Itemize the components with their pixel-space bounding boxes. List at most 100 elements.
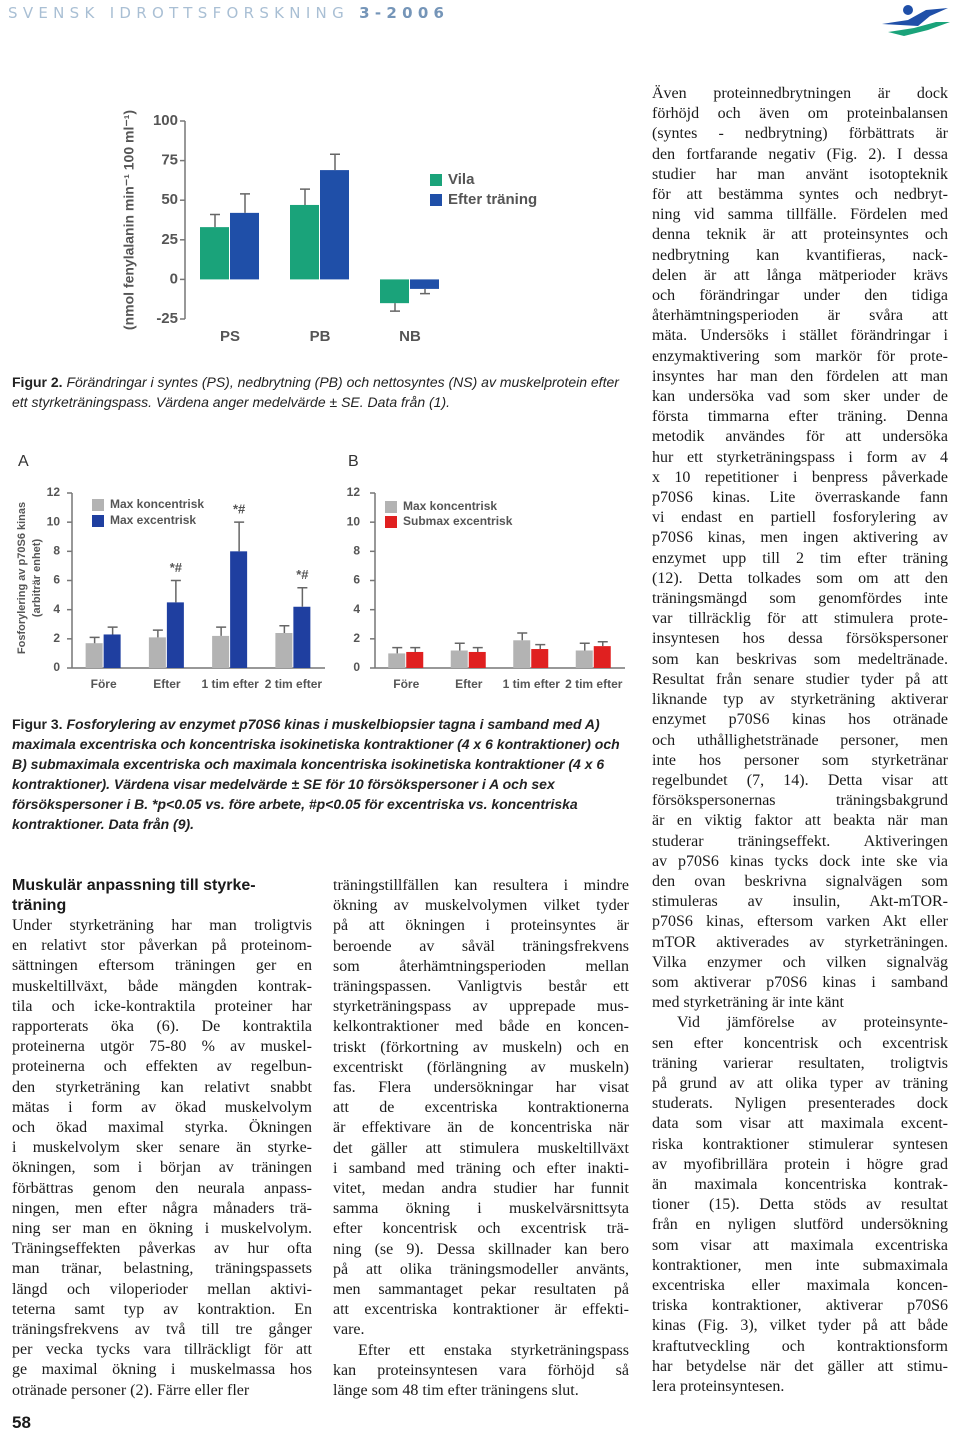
text-line: träningspassen. Vanligtvis består ett <box>333 978 629 996</box>
text-line: excentriskt (förlängning av muskeln) <box>333 1058 629 1076</box>
text-line: kan undersöka vad som sker under de <box>652 388 948 406</box>
x-tick-label: 2 tim efter <box>565 677 623 691</box>
text-line: träning varierar resultaten, troligtvis <box>652 1054 948 1072</box>
page-number: 58 <box>12 1413 31 1432</box>
text-line: metodik användes för att undersöka <box>652 428 948 446</box>
text-line: mTOR aktiverades av styrketräningen. <box>652 933 948 951</box>
text-line: än maximala koncentriska kontrak- <box>652 1175 948 1193</box>
text-line: (syntes - nedbrytning) förbättrats är <box>652 125 948 143</box>
text-line: den styrketräning kan relativt snabbt <box>12 1078 312 1096</box>
text-line: per vecka tycks vara tillräckligt för at… <box>12 1341 312 1359</box>
text-line: enzymaktivering som markör för prote- <box>652 347 948 365</box>
text-line: samma ökning i muskelvärsnittsyta <box>333 1200 629 1218</box>
text-line: sättningen eftersom träningen ger en <box>12 957 312 975</box>
text-line: Vilka enzymer och vilken signalväg <box>652 953 948 971</box>
text-line: stimuleras av insulin, Akt-mTOR- <box>652 893 948 911</box>
text-line: ge maximal ökning i muskelmassa hos <box>12 1361 312 1379</box>
error-bar <box>89 636 100 644</box>
text-line: proteinerna och effekten av regelbun- <box>12 1058 312 1076</box>
error-bar <box>454 642 465 651</box>
text-line: längd och viloperioder mellan aktivi- <box>12 1280 312 1298</box>
text-line: ningen, men efter några månaders trä- <box>12 1199 312 1217</box>
text-line: första timmarna efter träning. Denna <box>652 408 948 426</box>
text-line: studerar träningseffekt. Aktiveringen <box>652 832 948 850</box>
y-axis-label: (arbiträr enhet) <box>31 539 43 618</box>
text-line: x 10 repetitioner i benpress påverkade <box>652 468 948 486</box>
y-tick-label: 50 <box>161 191 178 208</box>
legend-swatch <box>385 501 397 513</box>
y-tick-label: 100 <box>153 112 178 129</box>
text-line: riska kontraktioner stimulerar syntesen <box>652 1135 948 1153</box>
y-tick-label: 10 <box>347 514 361 528</box>
bar <box>166 602 184 668</box>
bar <box>513 640 531 668</box>
text-line: regelbundet (7, 14). Detta visar att <box>652 771 948 789</box>
error-bar <box>420 288 430 295</box>
bar <box>450 650 468 668</box>
bar <box>290 204 319 280</box>
text-line: Resultat från senare studier tyder på at… <box>652 670 948 688</box>
text-line: ökning av muskelvolymen vilket tyder <box>333 897 629 915</box>
error-bar <box>535 643 546 650</box>
text-line: enzymet upp till 2 tim efter träning <box>652 549 948 567</box>
chart: 0 2 4 6 8 10 12 Före Efter 1 tim efter 2 tim efter… <box>347 485 625 691</box>
y-tick-label: -25 <box>156 310 178 327</box>
text-line: excentriska eller maximala koncen- <box>652 1276 948 1294</box>
text-line: förbättras genom den neurala anpass- <box>12 1179 312 1197</box>
text-line: enzymet p70S6 kinas hos otränade <box>652 711 948 729</box>
text-line: är effektivare än de koncentriska när <box>333 1119 629 1137</box>
x-tick-label: 1 tim efter <box>201 677 259 691</box>
text-line: sen efter koncentrisk och excentrisk <box>652 1034 948 1052</box>
text-line: ning ser man en ökning i muskelvolym. <box>12 1220 312 1238</box>
bar <box>85 643 103 668</box>
text-line: som kan beskrivas som medeltränade. <box>652 650 948 668</box>
y-tick-label: 12 <box>347 485 361 499</box>
text-line: det gäller att stimulera muskeltillväxt <box>333 1139 629 1157</box>
bar <box>148 637 166 668</box>
bar <box>293 606 311 668</box>
text-line: tila och icke-kontraktila proteiner har <box>12 997 312 1015</box>
text-line: muskeltillväxt, både mängden kontrak- <box>12 977 312 995</box>
text-line: förhöjd och även om proteinbalansen <box>652 105 948 123</box>
text-line: mätas i form av ökad muskelvolym <box>12 1098 312 1116</box>
text-line: insyntesen hos dessa försökspersoner <box>652 630 948 648</box>
text-line: som aktiverar p70S6 kinas i samband <box>652 973 948 991</box>
text-line: nedbrytning kan kvantifieras, nack- <box>652 246 948 264</box>
text-line: på grund av att olika typer av träning <box>652 1074 948 1092</box>
text-line: försökspersonernas träningsbakgrund <box>652 792 948 810</box>
bar <box>593 646 611 668</box>
text-line: med styrketräning är inte känt <box>652 994 844 1012</box>
bar <box>388 653 406 668</box>
bar <box>320 170 349 280</box>
text-line: efter koncentrisk och excentrisk trä- <box>333 1220 629 1238</box>
y-axis-label: Fosforylering av p70S6 kinas <box>16 502 28 654</box>
y-tick-label: 6 <box>53 573 60 587</box>
text-line: vi endast en partiell fosforylering av <box>652 509 948 527</box>
legend-swatch <box>92 515 104 527</box>
journal-name: SVENSK IDROTTSFORSKNING <box>8 4 349 22</box>
x-tick-label: Före <box>91 677 117 691</box>
text-line: som återhämtningsperioden mellan <box>333 957 629 975</box>
text-line: träningstillfällen kan resultera i mindr… <box>333 877 629 894</box>
text-line: av myofibrillära protein i högre grad <box>652 1155 948 1173</box>
text-line: kelkontraktioner med både en koncen- <box>333 1018 629 1036</box>
bar <box>380 279 409 304</box>
y-tick-label: 8 <box>53 544 60 558</box>
text-line: ökningen, som i början av träningen <box>12 1159 312 1177</box>
text-line: p70S6 kinas, eftersom varken Akt eller <box>652 913 948 931</box>
text-line: Även proteinnedbrytningen är dock <box>652 85 948 102</box>
error-bar <box>392 646 403 654</box>
text-line: denna teknik är att proteinsyntes och <box>652 226 948 244</box>
y-tick-label: 25 <box>161 231 178 248</box>
y-tick-label: 8 <box>353 544 360 558</box>
y-tick-label: 4 <box>353 602 360 616</box>
y-tick-label: 2 <box>353 631 360 645</box>
chart: 0 2 4 6 8 10 12 Fosforylering av p70S6 kinas (ar… <box>16 485 325 691</box>
annotation: *# <box>170 560 183 575</box>
logo <box>882 5 950 36</box>
text-line: p70S6 kinas, men ingen aktivering av <box>652 529 948 547</box>
text-line: att excentriska kontraktioner är effekti… <box>333 1301 629 1319</box>
text-line: från en nyligen slutförd undersökning <box>652 1216 948 1234</box>
text-line: otränade personer (2). Färre eller fler <box>12 1381 250 1399</box>
